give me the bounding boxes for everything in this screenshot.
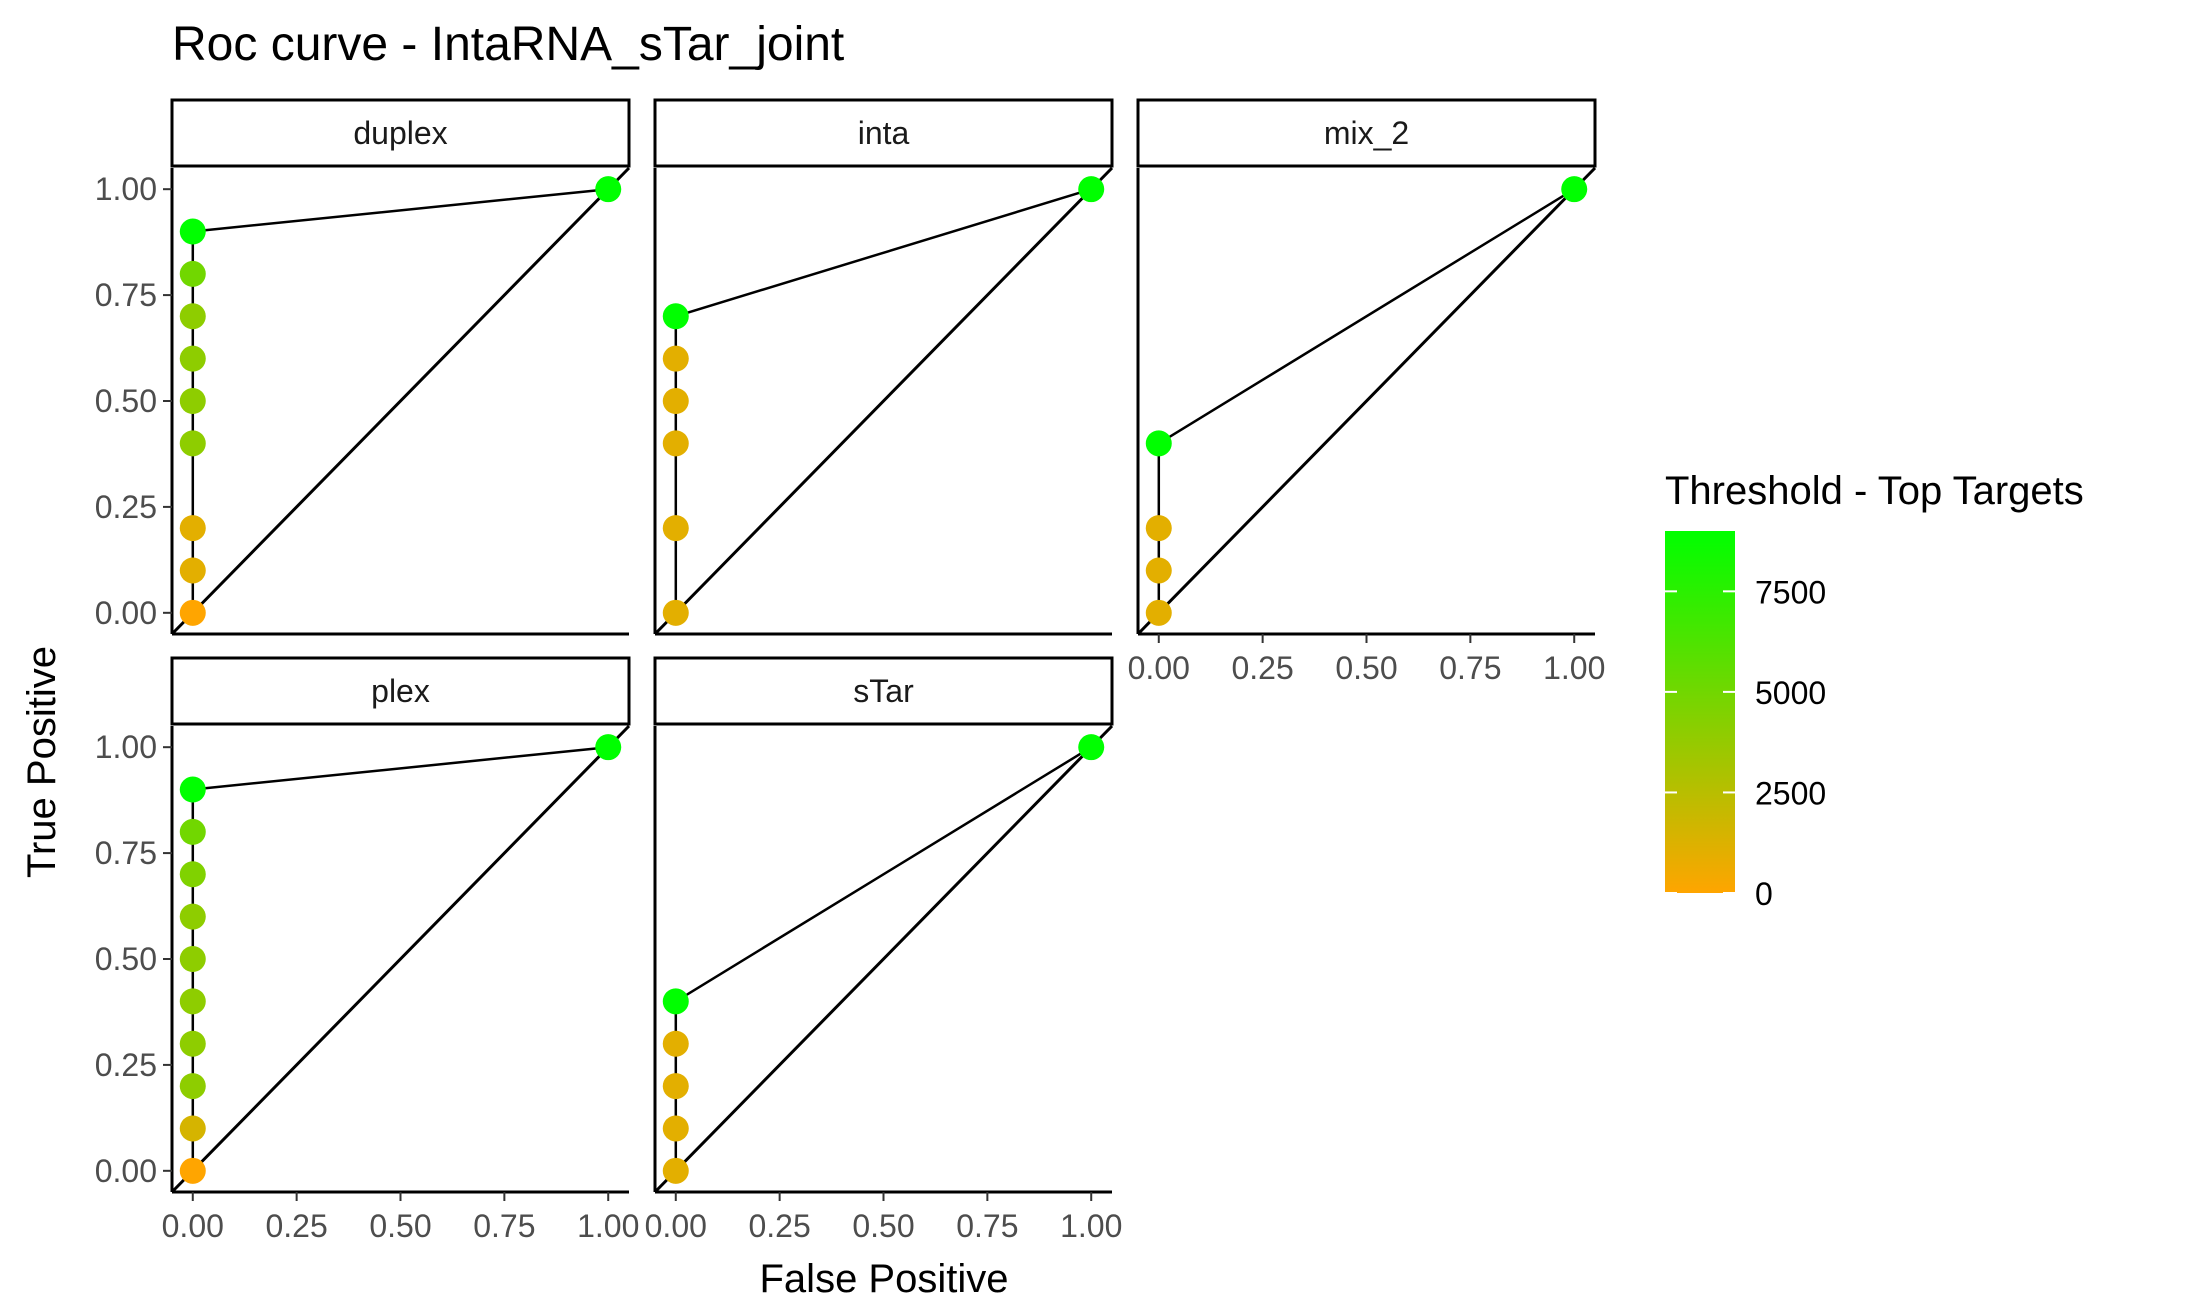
y-tick-label: 1.00 xyxy=(95,171,157,207)
x-tick-label: 0.50 xyxy=(369,1208,431,1244)
x-tick-label: 1.00 xyxy=(1543,650,1605,686)
legend: Threshold - Top Targets 0 2500 5000 7500 xyxy=(1665,469,2084,912)
data-point xyxy=(662,430,689,457)
x-axis-title: False Positive xyxy=(760,1257,1009,1301)
x-tick-label: 0.25 xyxy=(265,1208,327,1244)
y-axis-title: True Positive xyxy=(20,646,64,878)
data-point xyxy=(179,818,206,845)
data-point xyxy=(179,903,206,930)
panel-plex: plex 0.00 0.25 0.50 0.75 1.00 0.00 0.25 0.50 0.75… xyxy=(95,656,639,1244)
data-point xyxy=(1078,734,1105,761)
y-tick-label: 0.50 xyxy=(95,383,157,419)
data-point xyxy=(662,599,689,626)
data-point xyxy=(179,1030,206,1057)
diagonal-line xyxy=(653,724,1114,1194)
data-point xyxy=(662,388,689,414)
facet-label: sTar xyxy=(853,673,914,709)
x-tick-label: 1.00 xyxy=(1060,1208,1122,1244)
facet-label: mix_2 xyxy=(1324,115,1409,151)
data-point xyxy=(179,345,206,372)
facet-strip xyxy=(1136,98,1597,168)
chart-title: Roc curve - IntaRNA_sTar_joint xyxy=(172,18,844,71)
y-tick-label: 0.25 xyxy=(95,1047,157,1083)
x-tick-label: 0.75 xyxy=(1439,650,1501,686)
y-tick-label: 1.00 xyxy=(95,729,157,765)
x-tick-label: 0.50 xyxy=(852,1208,914,1244)
data-point xyxy=(179,1115,206,1142)
data-point xyxy=(1145,430,1172,457)
x-tick-label: 0.00 xyxy=(1128,650,1190,686)
y-tick-label: 0.00 xyxy=(95,1153,157,1189)
data-point xyxy=(1561,176,1588,203)
facet-strip xyxy=(653,98,1114,168)
data-point xyxy=(179,988,206,1015)
legend-tick-label: 0 xyxy=(1755,876,1773,912)
data-point xyxy=(662,345,689,372)
diagonal-line xyxy=(1136,166,1597,636)
panel-inta: inta xyxy=(653,98,1114,636)
y-tick-label: 0.00 xyxy=(95,595,157,631)
panel-mix_2: mix_2 0.00 0.25 0.50 0.75 1.00 xyxy=(1128,98,1605,686)
legend-ticks: 0 2500 5000 7500 xyxy=(1665,574,1826,912)
data-point xyxy=(179,218,206,245)
y-tick-label: 0.75 xyxy=(95,835,157,871)
legend-tick-label: 5000 xyxy=(1755,675,1826,711)
data-point xyxy=(179,430,206,457)
data-point xyxy=(1145,515,1172,542)
data-point xyxy=(179,1073,206,1100)
diagonal-line xyxy=(653,166,1114,636)
data-point xyxy=(179,388,206,414)
data-point xyxy=(179,515,206,542)
data-point xyxy=(1078,176,1105,203)
legend-colorbar xyxy=(1665,531,1735,893)
panel-sTar: sTar 0.00 0.25 0.50 0.75 1.00 xyxy=(645,656,1122,1244)
legend-title: Threshold - Top Targets xyxy=(1665,469,2084,513)
data-point xyxy=(662,1157,689,1184)
x-tick-label: 0.00 xyxy=(645,1208,707,1244)
data-point xyxy=(662,303,689,330)
data-point xyxy=(1145,557,1172,584)
x-tick-label: 0.25 xyxy=(1231,650,1293,686)
x-tick-label: 0.00 xyxy=(162,1208,224,1244)
data-point xyxy=(595,176,622,203)
data-point xyxy=(662,1115,689,1142)
facet-label: plex xyxy=(371,673,430,709)
facet-strip xyxy=(170,98,631,168)
data-point xyxy=(662,1030,689,1057)
data-point xyxy=(662,1073,689,1100)
legend-tick-label: 7500 xyxy=(1755,574,1826,610)
data-point xyxy=(662,515,689,542)
facet-label: inta xyxy=(858,115,910,151)
x-tick-label: 0.50 xyxy=(1335,650,1397,686)
x-tick-label: 0.75 xyxy=(473,1208,535,1244)
data-point xyxy=(179,776,206,803)
x-tick-label: 0.25 xyxy=(748,1208,810,1244)
facet-label: duplex xyxy=(353,115,447,151)
legend-tick-label: 2500 xyxy=(1755,775,1826,811)
data-point xyxy=(1145,599,1172,626)
data-point xyxy=(179,557,206,584)
roc-line xyxy=(191,187,609,613)
data-point xyxy=(595,734,622,761)
data-point xyxy=(662,988,689,1015)
diagonal-line xyxy=(170,166,631,636)
data-point xyxy=(179,946,206,972)
y-tick-label: 0.75 xyxy=(95,277,157,313)
x-tick-label: 0.75 xyxy=(956,1208,1018,1244)
y-tick-label: 0.25 xyxy=(95,489,157,525)
data-point xyxy=(179,599,206,626)
data-point xyxy=(179,861,206,888)
diagonal-line xyxy=(170,724,631,1194)
y-tick-label: 0.50 xyxy=(95,941,157,977)
x-tick-label: 1.00 xyxy=(577,1208,639,1244)
data-point xyxy=(179,303,206,330)
facet-strip xyxy=(170,656,631,726)
facet-strip xyxy=(653,656,1114,726)
panel-duplex: duplex 0.00 0.25 0.50 0.75 1.00 xyxy=(95,98,631,636)
data-point xyxy=(179,260,206,287)
data-point xyxy=(179,1157,206,1184)
